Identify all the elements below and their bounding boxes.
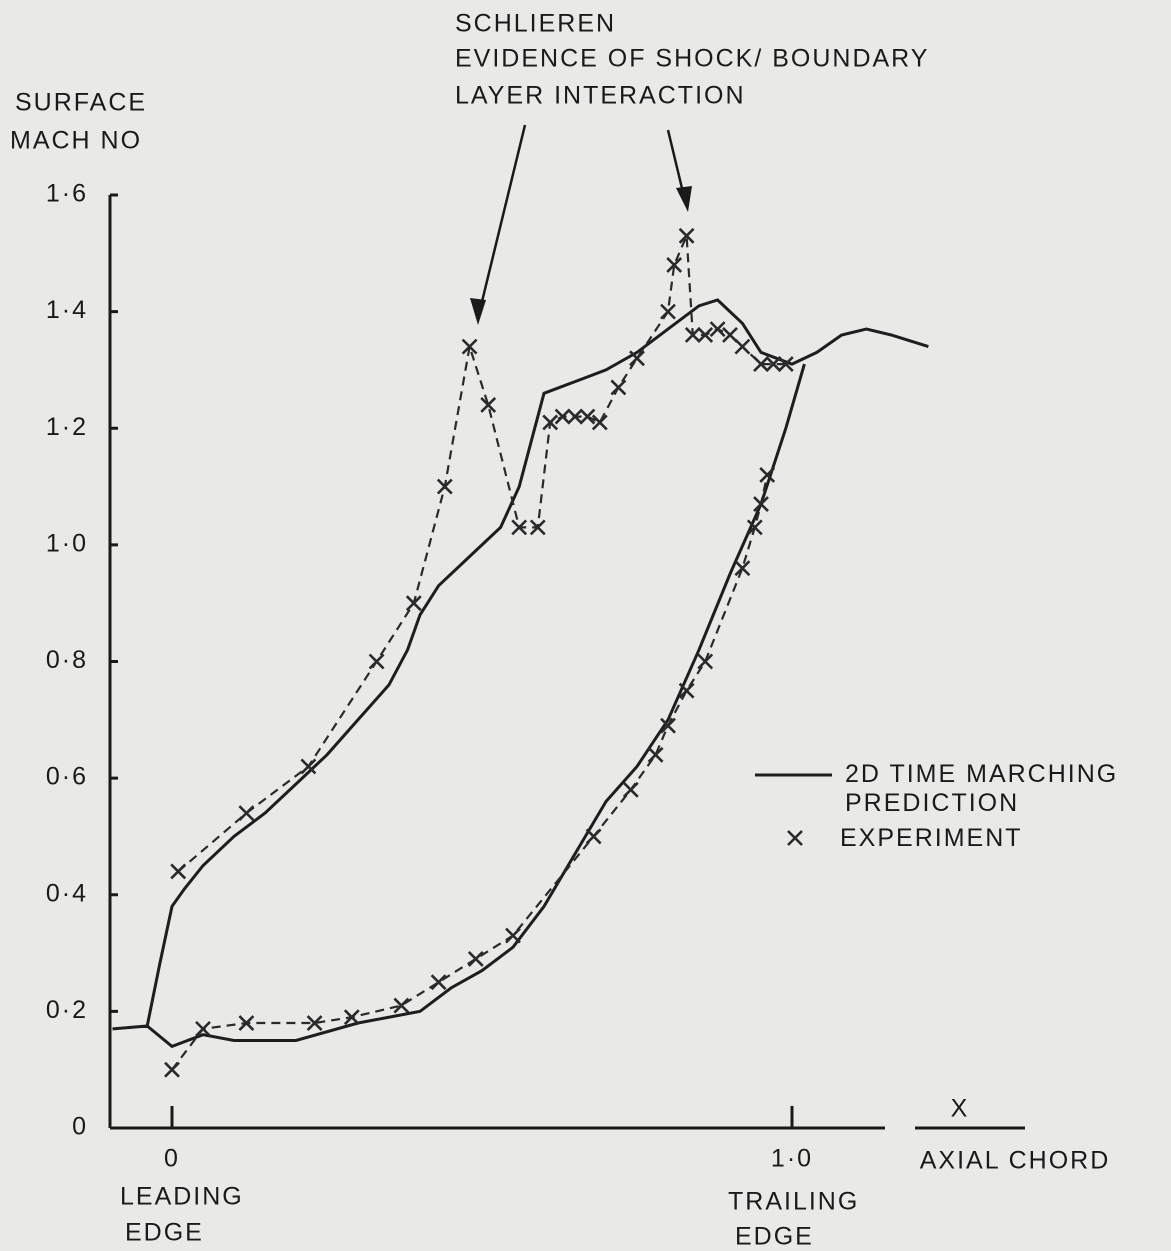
x-label-symbol: X — [951, 1095, 970, 1123]
trailing-edge-label: EDGE — [735, 1223, 814, 1251]
experiment-line — [171, 235, 786, 1071]
experiment-marker — [759, 466, 776, 483]
experiment-marker — [164, 1061, 180, 1078]
arrowhead — [470, 298, 486, 325]
experiment-marker — [430, 974, 447, 991]
y-label: MACH NO — [10, 127, 142, 155]
experiment-marker — [660, 303, 676, 320]
legend-label: EXPERIMENT — [840, 824, 1023, 852]
experiment-marker — [238, 1015, 255, 1031]
y-tick-label: 1·0 — [46, 529, 88, 557]
trailing-edge-label: TRAILING — [728, 1188, 859, 1216]
y-tick-label: 0 — [72, 1113, 88, 1141]
experiment-marker — [300, 758, 317, 775]
y-tick-label: 1·6 — [46, 180, 88, 208]
experiment-marker — [765, 356, 782, 373]
experiment-marker — [697, 327, 714, 343]
y-tick-label: 0·6 — [46, 763, 88, 791]
experiment-marker — [753, 496, 769, 512]
experiment-marker — [684, 327, 701, 343]
x-label: AXIAL CHORD — [920, 1147, 1111, 1175]
experiment-marker — [238, 805, 255, 822]
arrow — [476, 124, 527, 319]
experiment-marker — [777, 356, 794, 373]
leading-edge-label: LEADING — [120, 1183, 244, 1211]
experiment-marker — [709, 321, 726, 338]
experiment-marker — [697, 653, 714, 670]
experiment-marker — [622, 781, 639, 798]
experiment-marker — [722, 327, 738, 343]
experiment-marker — [554, 408, 571, 425]
experiment-marker — [529, 519, 546, 536]
experiment-marker — [734, 338, 751, 355]
arrowhead — [676, 186, 692, 212]
experiment-marker — [585, 828, 602, 845]
y-tick-label: 0·8 — [46, 646, 88, 674]
experiment-marker — [591, 414, 608, 431]
experiment-marker — [753, 356, 769, 373]
experiment-marker — [306, 1015, 323, 1031]
experiment-marker — [610, 379, 627, 396]
experiment-marker — [505, 927, 521, 944]
experiment-marker — [666, 257, 683, 273]
annotation: SCHLIEREN — [455, 10, 616, 38]
experiment-marker — [542, 414, 559, 431]
leading-edge-label: EDGE — [125, 1219, 204, 1247]
experiment-marker — [511, 519, 528, 536]
experiment-marker — [170, 863, 187, 880]
experiment-marker — [195, 1020, 211, 1037]
experiment-marker — [480, 397, 497, 413]
y-tick-label: 0·2 — [46, 996, 88, 1024]
y-tick-label: 1·4 — [46, 296, 88, 324]
experiment-marker — [647, 746, 664, 763]
experiment-marker — [660, 717, 676, 734]
experiment-marker — [678, 227, 695, 244]
experiment-marker — [436, 478, 453, 495]
experiment-marker — [343, 1009, 360, 1026]
experiment-marker — [393, 997, 410, 1014]
experiment-marker — [629, 350, 645, 367]
legend-marker — [787, 830, 803, 846]
experiment-marker — [467, 950, 484, 967]
y-tick-label: 1·2 — [46, 413, 88, 441]
experiment-marker — [461, 338, 478, 355]
annotation: EVIDENCE OF SHOCK/ BOUNDARY — [455, 45, 929, 73]
experiment-marker — [734, 560, 751, 577]
prediction-line — [112, 298, 929, 1049]
experiment-marker — [405, 595, 422, 612]
annotation: LAYER INTERACTION — [455, 82, 746, 110]
y-label: SURFACE — [15, 89, 147, 117]
y-tick-label: 0·4 — [46, 879, 88, 907]
experiment-marker — [579, 408, 596, 425]
experiment-marker — [678, 682, 695, 699]
experiment-marker — [368, 653, 385, 670]
x-tick-label: 1·0 — [771, 1145, 813, 1173]
legend-label: 2D TIME MARCHING PREDICTION — [845, 760, 1119, 817]
experiment-marker — [746, 519, 763, 536]
x-tick-label: 0 — [164, 1145, 180, 1173]
experiment-marker — [567, 408, 583, 425]
